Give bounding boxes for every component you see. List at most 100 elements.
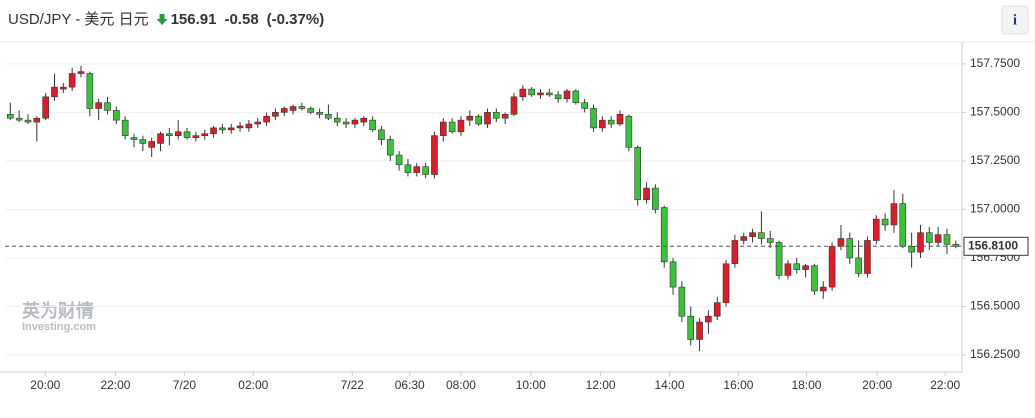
candle-body [952,244,960,247]
candle-body [351,119,359,125]
y-tick-label: 157.0000 [970,202,1020,216]
candle-body [95,102,102,109]
candle-body [643,187,650,201]
candle-body [811,265,818,292]
candle-body [395,154,403,166]
candle-body [784,263,792,276]
candle-body [881,218,889,226]
candle-body [121,119,129,136]
candle-body [386,139,394,156]
candle-body [917,232,924,253]
info-icon[interactable]: i [1013,12,1017,28]
candle-body [501,114,509,119]
candle-body [104,102,111,111]
candle-body [943,234,951,245]
candle-body [183,131,191,138]
candle-body [855,257,862,274]
candle-body [554,94,562,100]
candle-body [422,166,429,175]
y-tick-label: 157.7500 [970,56,1020,70]
info-button[interactable] [1001,5,1029,35]
candle-body [457,119,465,133]
candle-body [219,127,226,131]
candle-body [245,123,253,129]
candle-body [625,115,633,148]
candle-body [113,110,120,121]
candle-body [439,121,447,136]
candle-body [130,137,138,140]
candle-body [263,115,270,123]
candle-body [280,108,288,113]
watermark: Investing.com [22,321,96,333]
candle-body [846,238,854,259]
candle-body [599,119,606,129]
candle-body [404,164,412,173]
candle-body [325,114,332,119]
candle-body [528,88,535,96]
candle-body [413,166,421,173]
x-tick-label: 10:00 [516,378,546,392]
y-tick-label: 156.2500 [970,347,1020,361]
x-tick-label: 22:00 [930,378,960,392]
candle-body [378,129,385,140]
x-tick-label: 14:00 [654,378,684,392]
watermark: 英为财情 [21,300,94,321]
candle-body [722,263,730,303]
candle-body [86,73,94,109]
candle-body [563,90,571,100]
x-tick-label: 18:00 [791,378,821,392]
candle-body [819,286,827,292]
candle-body [51,86,58,98]
x-tick-label: 20:00 [30,378,60,392]
candle-body [510,96,518,115]
candle-body [272,112,279,117]
candle-body [537,92,544,96]
change-percent: (-0.37%) [267,11,325,28]
candle-body [669,261,677,288]
down-arrow [156,14,168,25]
y-tick-label: 157.2500 [970,153,1020,167]
candle-body [758,232,765,239]
candle-body [616,114,624,125]
candle-body [634,147,641,201]
candle-body [696,321,703,340]
x-tick-label: 12:00 [586,378,616,392]
candle-body [837,238,845,247]
candle-body [546,92,553,96]
candle-body [236,125,244,129]
candle-body [254,121,262,125]
candle-body [342,121,350,125]
candle-body [926,232,933,243]
candle-body [475,115,482,125]
y-tick-label: 157.5000 [970,105,1020,119]
candle-body [68,73,76,88]
x-tick-label: 16:00 [723,378,753,392]
candle-body [307,108,315,113]
candle-body [793,263,801,270]
candle-body [15,117,23,121]
x-tick-label: 08:00 [446,378,476,392]
candle-body [148,141,155,148]
candle-body [316,112,323,115]
candle-body [934,234,942,243]
candle-body [192,135,200,138]
candle-body [493,112,500,119]
candle-body [899,203,907,247]
candle-body [289,106,297,111]
candle-body [360,117,368,123]
candle-body [731,240,739,265]
x-tick-label: 20:00 [862,378,892,392]
candle-body [210,127,217,135]
candle-body [333,117,341,123]
candle-body [766,238,774,243]
candle-body [864,240,871,274]
y-tick-label: 156.5000 [970,299,1020,313]
candle-body [775,242,783,276]
last-price-label: 156.8100 [968,238,1018,252]
candle-body [828,246,836,288]
candle-body [7,114,14,119]
candle-body [33,117,41,123]
candle-body [166,133,173,136]
x-tick-label: 22:00 [100,378,130,392]
